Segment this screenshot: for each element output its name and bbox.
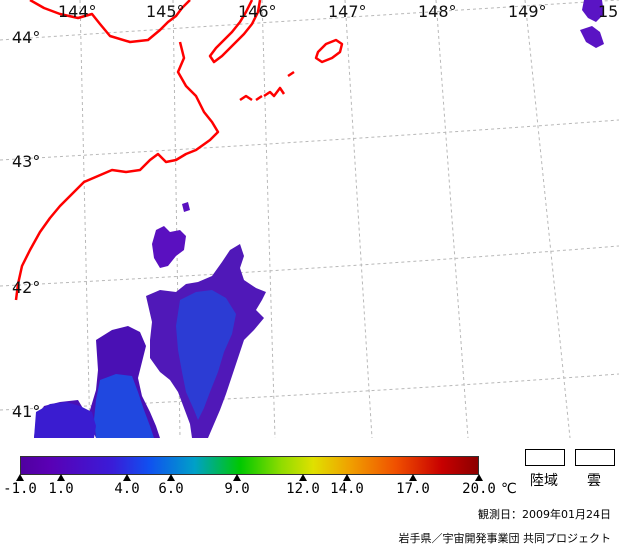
sst-patch-southwest-warm: [94, 374, 154, 438]
colorbar-tick-label: 1.0: [48, 481, 74, 497]
rishiri-dot: [287, 70, 295, 78]
temperature-colorbar: [20, 456, 479, 475]
meridian-148: [435, 0, 469, 438]
sst-northeast-patch: [580, 0, 604, 48]
habomai-islets: [239, 86, 286, 102]
lat-label-41: 41°: [12, 402, 41, 421]
colorbar-tick-label: 20.0: [462, 481, 496, 497]
cloud-legend-label: 雲: [587, 473, 601, 489]
colorbar-unit: ℃: [501, 481, 517, 497]
land-legend-label: 陸域: [530, 473, 558, 489]
lon-label-150: 15: [598, 2, 619, 21]
sst-cloudfree-patches: [34, 202, 266, 438]
land-legend-swatch: [525, 449, 565, 466]
sst-patch-north: [152, 226, 186, 268]
colorbar-tick-label: 6.0: [158, 481, 184, 497]
colorbar-tick: [409, 474, 417, 481]
colorbar-tick: [475, 474, 483, 481]
parallel-42: [0, 245, 619, 287]
lon-label-144: 144°: [58, 2, 97, 21]
cloud-legend-swatch: [575, 449, 615, 466]
sst-patch-ne-2: [580, 26, 604, 48]
parallel-43: [0, 119, 619, 161]
colorbar-tick: [343, 474, 351, 481]
lat-label-43: 43°: [12, 152, 41, 171]
colorbar-tick: [299, 474, 307, 481]
lon-label-145: 145°: [146, 2, 185, 21]
meridian-145: [172, 0, 181, 438]
colorbar-tick-label: 17.0: [396, 481, 430, 497]
sst-patch-ne: [582, 0, 604, 22]
meridian-149: [524, 0, 571, 438]
colorbar-tick-label: 4.0: [114, 481, 140, 497]
coastline: [14, 0, 344, 301]
colorbar-tick-label: 12.0: [286, 481, 320, 497]
lat-label-42: 42°: [12, 278, 41, 297]
colorbar-tick-label: 14.0: [330, 481, 364, 497]
colorbar-tick: [123, 474, 131, 481]
colorbar-tick: [167, 474, 175, 481]
lon-label-148: 148°: [418, 2, 457, 21]
lon-label-147: 147°: [328, 2, 367, 21]
graticule: [0, 0, 619, 438]
lat-label-44: 44°: [12, 28, 41, 47]
colorbar-tick: [16, 474, 24, 481]
meridian-144: [79, 0, 91, 438]
meridian-146: [261, 0, 276, 438]
colorbar-tick: [57, 474, 65, 481]
shiretoko-nemuro-coast: [14, 41, 220, 301]
colorbar-tick-label: 9.0: [224, 481, 250, 497]
observation-date: 観測日：2009年01月24日: [478, 508, 611, 521]
meridian-147: [344, 0, 373, 438]
sst-patch-south-left: [34, 402, 96, 438]
shikotan-island: [314, 38, 344, 64]
sea-surface-temperature-map: [0, 0, 619, 438]
credit-line: 岩手県／宇宙開発事業団 共同プロジェクト: [398, 532, 612, 545]
sst-patch-central-deep: [176, 290, 236, 420]
colorbar-tick-label: -1.0: [3, 481, 37, 497]
lon-label-146: 146°: [238, 2, 277, 21]
lon-label-149: 149°: [508, 2, 547, 21]
parallel-44: [0, 0, 619, 41]
parallel-41: [0, 373, 619, 411]
colorbar-tick: [233, 474, 241, 481]
sst-patch-north-dot: [182, 202, 190, 212]
kunashiri-island: [208, 0, 262, 64]
hokkaido-coast: [29, 0, 191, 44]
